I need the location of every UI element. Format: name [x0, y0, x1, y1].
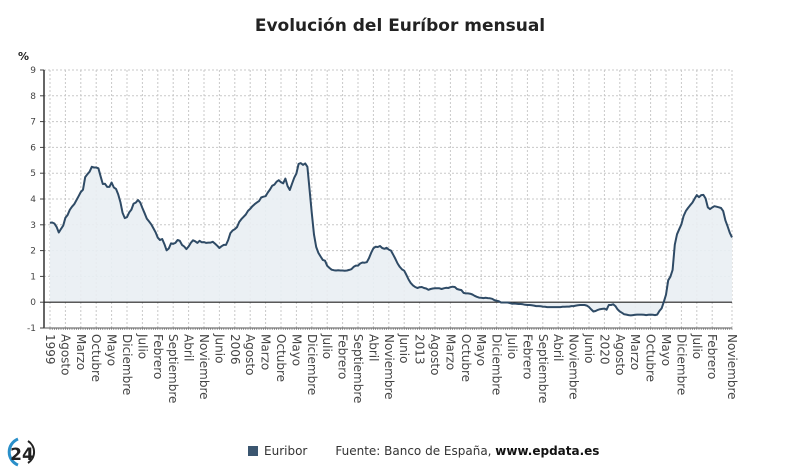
x-tick-label: Noviembre [567, 334, 581, 400]
chart-title: Evolución del Euríbor mensual [254, 16, 546, 36]
logo-24-icon: 24 [7, 437, 35, 467]
x-tick-label: Agosto [428, 334, 442, 375]
y-tick-label: 3 [30, 221, 36, 231]
legend: Euribor Fuente: Banco de España, www.epd… [248, 444, 599, 458]
x-tick-label: Octubre [644, 334, 658, 382]
x-tick-label: Mayo [659, 334, 673, 366]
x-tick-label: 1999 [43, 334, 57, 365]
x-tick-label: 2020 [597, 334, 611, 365]
x-tick-label: Junio [582, 333, 596, 363]
x-tick-label: 2013 [413, 334, 427, 365]
x-tick-label: Diciembre [674, 334, 688, 395]
x-tick-label: Marzo [628, 334, 642, 370]
y-tick-label: 2 [30, 247, 36, 257]
x-tick-label: Septiembre [351, 334, 365, 403]
x-tick-label: Septiembre [166, 334, 180, 403]
x-tick-label: Febrero [151, 334, 165, 379]
x-tick-label: Febrero [520, 334, 534, 379]
legend-swatch [248, 446, 258, 456]
logo-text: 24 [10, 445, 34, 465]
x-tick-label: Diciembre [305, 334, 319, 395]
x-tick-label: Agosto [243, 334, 257, 375]
x-tick-label: Septiembre [536, 334, 550, 403]
x-tick-label: Noviembre [725, 334, 739, 400]
y-axis-label: % [18, 50, 30, 63]
x-tick-label: Julio [690, 333, 704, 359]
x-tick-label: Abril [366, 334, 380, 361]
x-tick-label: Febrero [336, 334, 350, 379]
x-tick-label: Marzo [443, 334, 457, 370]
x-tick-label: Julio [320, 333, 334, 359]
y-tick-label: 1 [30, 272, 36, 282]
x-tick-label: Mayo [474, 334, 488, 366]
x-tick-label: Octubre [274, 334, 288, 382]
source-note: Fuente: Banco de España, www.epdata.es [335, 444, 599, 458]
series-area-euribor [50, 163, 732, 316]
x-tick-label: Noviembre [382, 334, 396, 400]
x-tick-label: Junio [212, 333, 226, 363]
y-tick-label: 5 [30, 169, 36, 179]
x-tick-label: Junio [397, 333, 411, 363]
x-tick-label: Febrero [705, 334, 719, 379]
x-tick-label: Agosto [613, 334, 627, 375]
x-tick-label: Mayo [105, 334, 119, 366]
source-text: Fuente: Banco de España, [335, 444, 496, 458]
x-tick-label: Julio [505, 333, 519, 359]
x-tick-label: Octubre [89, 334, 103, 382]
x-tick-label: Noviembre [197, 334, 211, 400]
x-tick-label: Abril [182, 334, 196, 361]
x-tick-label: 2006 [228, 334, 242, 365]
x-tick-label: Marzo [74, 334, 88, 370]
source-site: www.epdata.es [495, 444, 600, 458]
y-tick-label: 7 [30, 118, 36, 128]
y-tick-label: 4 [30, 195, 36, 205]
x-tick-label: Abril [551, 334, 565, 361]
y-tick-label: 6 [30, 143, 36, 153]
x-tick-label: Mayo [289, 334, 303, 366]
y-tick-label: 0 [30, 298, 36, 308]
x-tick-label: Diciembre [490, 334, 504, 395]
y-tick-label: 8 [30, 92, 36, 102]
x-tick-label: Marzo [259, 334, 273, 370]
y-tick-label: -1 [27, 324, 36, 334]
x-tick-label: Octubre [459, 334, 473, 382]
x-tick-label: Agosto [58, 334, 72, 375]
legend-series-label: Euribor [264, 444, 308, 458]
x-tick-label: Julio [135, 333, 149, 359]
x-tick-label: Diciembre [120, 334, 134, 395]
y-tick-label: 9 [30, 66, 36, 76]
